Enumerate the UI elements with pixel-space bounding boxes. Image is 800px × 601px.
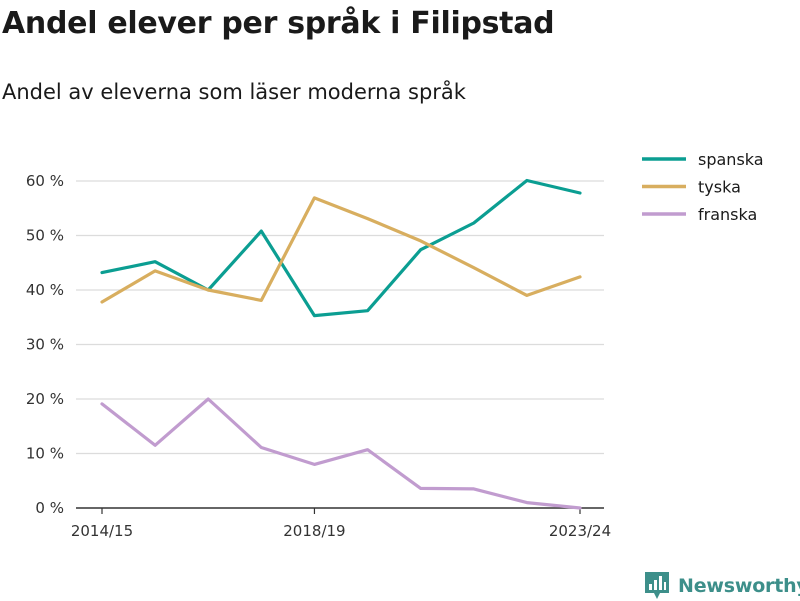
series-line-tyska: [100, 196, 582, 304]
x-tick-label: 2018/19: [283, 522, 345, 540]
x-tick-label: 2014/15: [71, 522, 133, 540]
chart-subtitle: Andel av eleverna som läser moderna språ…: [2, 80, 466, 104]
y-tick-label: 20 %: [26, 390, 64, 408]
y-tick-label: 30 %: [26, 336, 64, 354]
legend-item-tyska: tyska: [642, 178, 741, 197]
y-axis-tick-labels: 0 % 10 % 20 % 30 % 40 % 50 % 60 %: [26, 172, 64, 517]
x-axis: [76, 507, 604, 514]
legend-label: spanska: [698, 150, 764, 169]
legend: spanska tyska franska: [642, 150, 764, 224]
legend-label: franska: [698, 205, 757, 224]
y-tick-label: 40 %: [26, 281, 64, 299]
series-line-franska: [100, 397, 582, 510]
newsworthy-logo-icon: [645, 572, 669, 599]
chart-title: Andel elever per språk i Filipstad: [2, 6, 555, 41]
y-tick-label: 60 %: [26, 172, 64, 190]
y-tick-label: 10 %: [26, 445, 64, 463]
grid-lines: [76, 180, 604, 455]
y-tick-label: 0 %: [35, 499, 64, 517]
legend-item-spanska: spanska: [642, 150, 764, 169]
x-tick-label: 2023/24: [549, 522, 611, 540]
brand-logo: Newsworthy: [644, 571, 800, 601]
legend-item-franska: franska: [642, 205, 757, 224]
y-tick-label: 50 %: [26, 227, 64, 245]
x-axis-tick-labels: 2014/15 2018/19 2023/24: [71, 522, 611, 540]
brand-name: Newsworthy: [678, 575, 800, 597]
legend-label: tyska: [698, 178, 741, 197]
series-line-spanska: [100, 178, 582, 318]
series-lines: [100, 178, 582, 510]
